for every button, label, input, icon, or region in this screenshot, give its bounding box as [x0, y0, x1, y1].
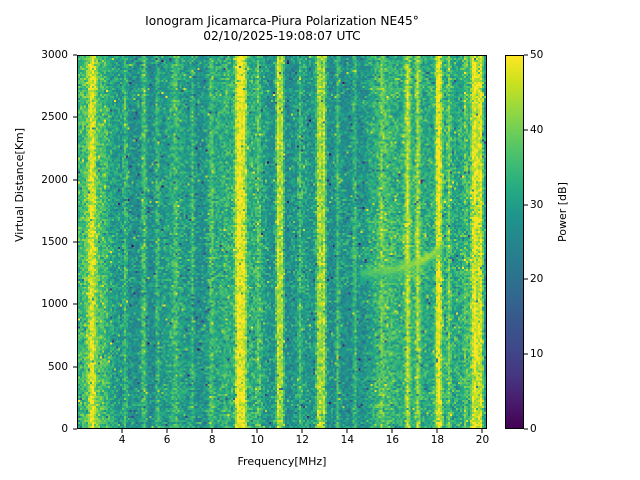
x-tick-mark — [391, 429, 393, 433]
x-tick-mark — [301, 429, 303, 433]
y-tick-label: 1000 — [41, 298, 68, 311]
x-tick-mark — [211, 429, 213, 433]
x-tick-label: 12 — [295, 434, 309, 446]
colorbar-tick-label: 40 — [530, 123, 544, 136]
colorbar-label: Power [dB] — [556, 182, 569, 242]
y-tick-mark — [73, 241, 77, 243]
y-tick-mark — [73, 303, 77, 305]
x-tick-mark — [256, 429, 258, 433]
colorbar-tick-label: 10 — [530, 348, 544, 361]
colorbar-tick-label: 0 — [530, 423, 537, 435]
y-tick-mark — [73, 366, 77, 368]
y-tick-mark — [73, 54, 77, 56]
figure-title: Ionogram Jicamarca-Piura Polarization NE… — [77, 14, 487, 44]
y-tick-label: 2500 — [41, 111, 68, 124]
x-tick-mark — [436, 429, 438, 433]
colorbar-tick-mark — [524, 278, 528, 280]
x-axis-label: Frequency[MHz] — [237, 455, 327, 468]
y-tick-label: 0 — [61, 423, 68, 435]
x-tick-label: 10 — [250, 434, 264, 446]
title-line-1: Ionogram Jicamarca-Piura Polarization NE… — [145, 14, 419, 28]
x-tick-label: 6 — [163, 434, 171, 446]
y-tick-label: 3000 — [41, 49, 68, 61]
colorbar-tick-label: 50 — [530, 49, 544, 61]
x-tick-label: 18 — [430, 434, 445, 446]
ionogram-heatmap-canvas — [78, 56, 486, 428]
x-tick-mark — [346, 429, 348, 433]
x-tick-label: 4 — [118, 434, 126, 446]
x-tick-label: 14 — [340, 434, 355, 446]
colorbar-tick-label: 20 — [530, 273, 544, 286]
x-tick-mark — [121, 429, 123, 433]
y-tick-mark — [73, 116, 77, 118]
colorbar-tick-label: 30 — [530, 198, 544, 211]
y-axis-label: Virtual Distance[Km] — [13, 127, 26, 242]
colorbar-tick-mark — [524, 204, 528, 206]
y-tick-mark — [73, 428, 77, 430]
x-tick-mark — [481, 429, 483, 433]
colorbar-tick-mark — [524, 129, 528, 131]
x-tick-label: 20 — [475, 434, 490, 446]
title-line-2: 02/10/2025-19:08:07 UTC — [203, 29, 361, 43]
power-colorbar — [505, 55, 524, 429]
ionogram-plot-area — [77, 55, 487, 429]
x-tick-label: 8 — [208, 434, 216, 446]
colorbar-tick-mark — [524, 54, 528, 56]
x-tick-label: 16 — [385, 434, 400, 446]
colorbar-gradient — [506, 56, 523, 428]
x-tick-mark — [166, 429, 168, 433]
y-tick-label: 500 — [47, 360, 68, 373]
colorbar-tick-mark — [524, 353, 528, 355]
colorbar-tick-mark — [524, 428, 528, 430]
y-tick-mark — [73, 179, 77, 181]
y-tick-label: 1500 — [41, 236, 68, 248]
y-tick-label: 2000 — [41, 173, 68, 186]
